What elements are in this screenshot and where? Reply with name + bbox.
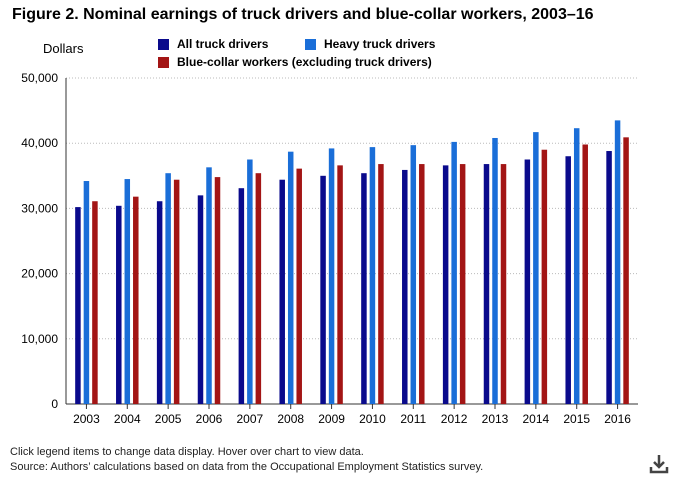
bar — [287, 151, 294, 404]
bar — [206, 167, 212, 404]
legend-swatch — [158, 38, 169, 50]
bar — [419, 164, 425, 404]
bar — [328, 148, 335, 404]
x-tick-label: 2012 — [441, 412, 468, 426]
legend-label: All truck drivers — [177, 37, 269, 51]
chart-note: Click legend items to change data displa… — [10, 446, 364, 458]
bar — [614, 120, 621, 404]
x-tick-label: 2008 — [277, 412, 304, 426]
legend-item-blue-collar-workers[interactable]: Blue-collar workers (excluding truck dri… — [158, 55, 432, 69]
bar — [124, 179, 131, 404]
bar — [451, 141, 457, 404]
x-tick-label: 2006 — [196, 412, 223, 426]
bar — [197, 195, 204, 404]
bar — [92, 201, 98, 404]
bar — [165, 173, 171, 404]
chart-source: Source: Authors’ calculations based on d… — [10, 461, 484, 473]
y-tick-label: 10,000 — [21, 332, 58, 346]
x-tick-label: 2004 — [114, 412, 141, 426]
chart-title: Figure 2. Nominal earnings of truck driv… — [12, 6, 594, 23]
bar — [565, 156, 571, 404]
bar — [500, 164, 507, 404]
bar — [369, 147, 376, 404]
legend-item-heavy-truck-drivers[interactable]: Heavy truck drivers — [305, 37, 435, 51]
bar — [573, 128, 580, 405]
bar — [541, 149, 548, 404]
bar — [459, 164, 466, 404]
y-tick-label: 30,000 — [21, 201, 58, 215]
bar — [75, 207, 81, 404]
bar — [442, 165, 449, 404]
bar — [296, 168, 302, 404]
bar — [279, 179, 285, 404]
bar — [156, 201, 163, 404]
bar — [116, 205, 122, 404]
legend-label: Heavy truck drivers — [324, 37, 436, 51]
bar — [606, 151, 612, 404]
bar — [623, 137, 629, 404]
bar — [337, 165, 343, 404]
x-tick-label: 2016 — [604, 412, 631, 426]
bar — [255, 173, 262, 404]
y-axis-label: Dollars — [43, 41, 84, 56]
bar — [238, 188, 245, 404]
bar — [524, 159, 531, 404]
x-tick-label: 2003 — [73, 412, 100, 426]
bar — [247, 159, 253, 404]
legend-swatch — [305, 38, 316, 50]
y-tick-label: 0 — [51, 397, 58, 411]
bar — [320, 175, 326, 404]
bar — [402, 169, 408, 404]
x-tick-label: 2013 — [482, 412, 509, 426]
x-tick-label: 2007 — [237, 412, 264, 426]
y-tick-label: 40,000 — [21, 136, 58, 150]
bar — [173, 179, 180, 404]
y-tick-label: 20,000 — [21, 267, 58, 281]
x-tick-label: 2011 — [400, 412, 426, 426]
legend-item-all-truck-drivers[interactable]: All truck drivers — [158, 37, 268, 51]
bar — [83, 181, 90, 404]
bar — [410, 145, 417, 404]
y-tick-label: 50,000 — [21, 71, 58, 85]
bar — [483, 164, 490, 404]
bar — [533, 132, 539, 404]
legend-swatch — [158, 56, 169, 68]
bar — [361, 173, 367, 404]
bar — [582, 144, 588, 404]
x-tick-label: 2005 — [155, 412, 182, 426]
x-tick-label: 2014 — [523, 412, 550, 426]
x-tick-label: 2015 — [563, 412, 590, 426]
x-tick-label: 2010 — [359, 412, 386, 426]
bar — [214, 177, 221, 404]
bar — [133, 196, 139, 404]
download-icon[interactable] — [648, 453, 670, 475]
bar — [492, 137, 498, 404]
x-tick-label: 2009 — [318, 412, 345, 426]
bar — [378, 164, 384, 404]
legend-label: Blue-collar workers (excluding truck dri… — [177, 55, 432, 69]
